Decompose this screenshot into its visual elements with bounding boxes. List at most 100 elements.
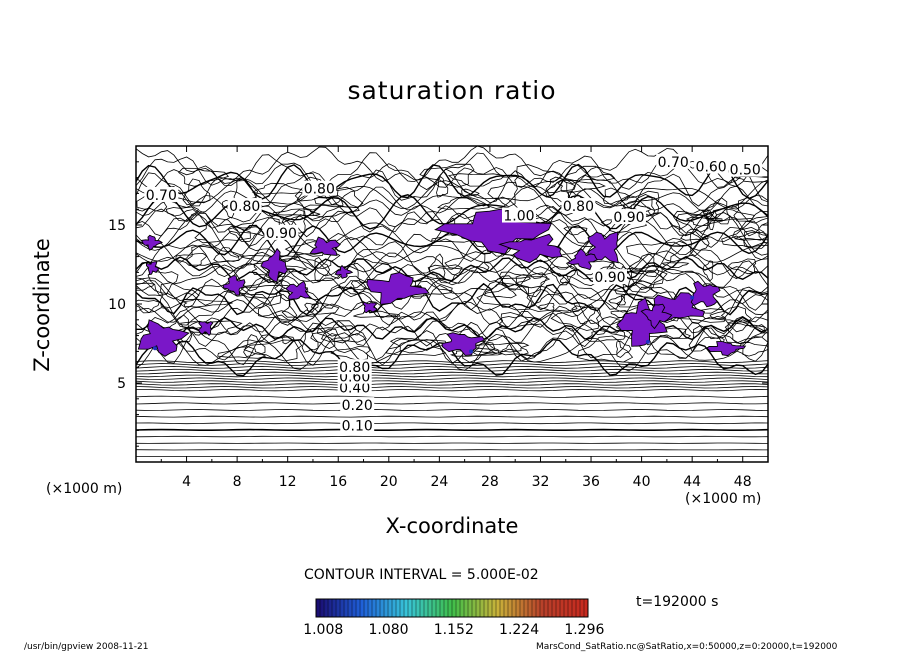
contour-eddy	[557, 179, 606, 193]
contour-eddy	[610, 310, 629, 319]
colorbar-frame	[315, 598, 589, 618]
contour-eddy	[672, 210, 710, 237]
contour-eddy	[563, 226, 588, 236]
contour-eddy	[165, 206, 200, 222]
supersaturation-region	[197, 320, 214, 336]
contour-line	[136, 185, 768, 214]
contour-label: 0.90	[594, 270, 625, 286]
contour-eddy	[702, 260, 714, 282]
contour-label: 0.80	[304, 182, 335, 198]
contour-eddy	[626, 241, 684, 268]
contour-eddy	[494, 276, 551, 289]
contour-eddy	[194, 217, 251, 244]
contour-eddy	[563, 165, 616, 181]
contour-eddy	[217, 346, 267, 359]
contour-eddy	[178, 167, 230, 187]
contour-line	[136, 269, 768, 306]
colorbar-stripes	[319, 599, 585, 617]
contour-eddy	[436, 175, 449, 198]
contour-label: 0.80	[339, 360, 370, 376]
contour-eddy	[675, 209, 714, 233]
y-tick-label: 15	[108, 218, 126, 234]
contour-eddy	[735, 176, 768, 183]
contour-line	[136, 409, 768, 411]
supersaturation-region	[285, 280, 311, 300]
x-tick-label: 4	[182, 474, 191, 490]
contour-eddy	[613, 280, 658, 298]
contour-eddy	[257, 294, 298, 322]
supersaturation-region	[309, 236, 341, 256]
contour-eddy	[585, 329, 626, 342]
contour-label-bg	[337, 359, 372, 375]
contour-line	[136, 299, 768, 324]
contour-eddy	[449, 349, 503, 357]
contour-eddy	[498, 312, 540, 330]
contour-label: 0.60	[696, 160, 727, 176]
contour-line	[136, 402, 768, 405]
supersaturation-region	[141, 234, 163, 251]
y-axis-ticks: 5 10 15	[108, 161, 768, 447]
supersaturation-region	[222, 275, 246, 296]
x-tick-label: 24	[430, 474, 448, 490]
contour-eddy	[179, 320, 243, 335]
high-value-spot	[468, 349, 473, 354]
contour-line	[136, 316, 768, 341]
contour-line	[136, 365, 768, 369]
supersaturation-region	[706, 341, 747, 357]
contour-label-bg	[656, 153, 691, 169]
supersaturation-region	[566, 248, 598, 271]
contour-eddy	[182, 298, 233, 308]
contour-label-bg	[593, 269, 627, 285]
contour-eddy	[444, 251, 490, 274]
contour-eddy	[514, 164, 563, 188]
contour-eddy	[353, 310, 401, 318]
contour-eddy	[213, 246, 240, 263]
supersaturation-region	[441, 332, 486, 356]
contour-line	[136, 371, 768, 375]
contour-eddy	[661, 262, 690, 268]
contour-line	[136, 415, 768, 418]
contour-label: 0.80	[563, 199, 594, 215]
contour-eddy	[159, 282, 200, 309]
contour-label-bg	[302, 180, 337, 196]
contour-eddy	[320, 320, 367, 343]
contour-label: 0.50	[730, 163, 761, 179]
contour-eddy	[175, 252, 208, 268]
contour-eddy	[721, 226, 768, 249]
contour-eddy	[251, 182, 305, 195]
x-tick-label: 48	[734, 474, 752, 490]
contour-interval-label: CONTOUR INTERVAL = 5.000E-02	[304, 567, 539, 583]
contour-eddy	[296, 193, 344, 220]
contour-eddy	[310, 328, 338, 349]
supersaturation-region	[334, 264, 354, 279]
x-tick-label: 40	[633, 474, 651, 490]
contour-eddy	[281, 295, 340, 318]
contour-eddy	[689, 231, 710, 257]
contour-label-bg	[501, 207, 536, 223]
contour-eddy	[136, 282, 156, 291]
contour-label-bg	[264, 224, 299, 240]
supersaturation-region	[137, 319, 190, 357]
contour-line	[136, 233, 768, 271]
contour-eddy	[499, 342, 529, 356]
contour-line	[136, 435, 768, 438]
contour-line	[136, 178, 768, 210]
contour-line	[136, 380, 768, 383]
contour-eddy	[608, 295, 626, 306]
contour-label-bg	[694, 158, 729, 174]
contour-eddy	[576, 335, 634, 363]
contour-line	[136, 210, 768, 238]
x-axis-ticks: 4 8 12 16 20 24 28 32 36 40 44 48	[160, 146, 752, 490]
contour-eddy	[733, 231, 768, 241]
supersaturation-region	[362, 301, 378, 314]
contour-eddy	[487, 181, 518, 208]
contour-line	[136, 163, 768, 200]
supersaturation-region	[260, 247, 288, 283]
contour-line	[136, 428, 768, 431]
contour-label-bg	[611, 209, 646, 225]
contour-eddy	[281, 209, 306, 234]
supersaturation-region	[366, 272, 430, 305]
x-tick-label: 20	[380, 474, 398, 490]
